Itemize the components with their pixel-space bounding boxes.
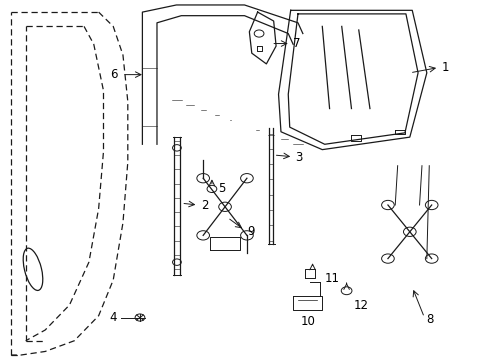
Text: 2: 2 <box>201 199 208 212</box>
Text: 12: 12 <box>353 298 368 311</box>
Text: 1: 1 <box>441 61 448 74</box>
Text: 3: 3 <box>295 151 302 164</box>
Text: 11: 11 <box>324 272 339 285</box>
Text: 8: 8 <box>425 313 432 326</box>
Text: 9: 9 <box>246 225 254 238</box>
Text: 10: 10 <box>300 315 314 328</box>
Text: 4: 4 <box>109 311 117 324</box>
Text: 5: 5 <box>218 182 225 195</box>
Text: 7: 7 <box>292 37 300 50</box>
Text: 6: 6 <box>110 68 118 81</box>
